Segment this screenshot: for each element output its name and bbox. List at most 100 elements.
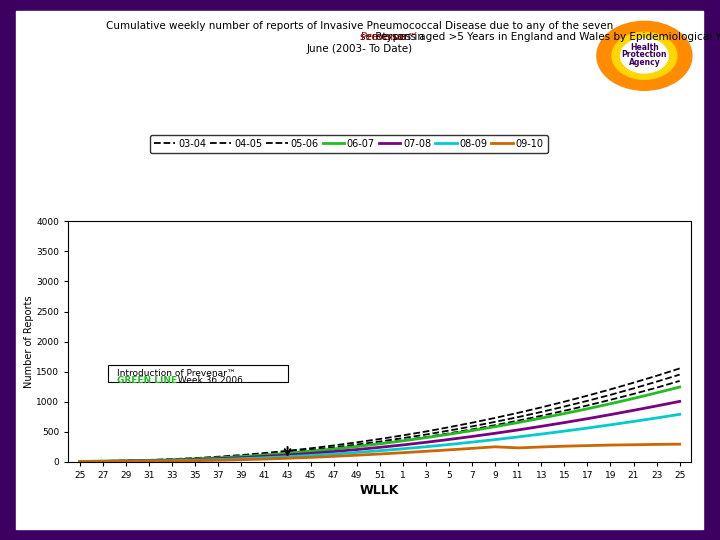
04-05: [168, 456, 176, 463]
07-08: [468, 433, 477, 440]
07-08: [306, 450, 315, 457]
05-06: [514, 409, 523, 416]
04-05: [237, 453, 246, 459]
Line: 05-06: 05-06: [80, 368, 680, 461]
Text: Agency: Agency: [629, 58, 660, 68]
07-08: [583, 415, 592, 422]
05-06: [283, 448, 292, 454]
08-09: [237, 455, 246, 462]
07-08: [491, 430, 500, 436]
09-10: [583, 442, 592, 449]
03-04: [468, 426, 477, 433]
07-08: [675, 398, 684, 404]
06-07: [514, 419, 523, 426]
07-08: [606, 411, 615, 418]
04-05: [191, 455, 199, 462]
03-04: [491, 422, 500, 428]
07-08: [122, 458, 130, 464]
06-07: [122, 457, 130, 464]
06-07: [168, 456, 176, 463]
09-10: [191, 457, 199, 464]
09-10: [468, 445, 477, 451]
FancyBboxPatch shape: [107, 365, 287, 382]
Y-axis label: Number of Reports: Number of Reports: [24, 295, 34, 388]
03-04: [537, 413, 546, 419]
09-10: [237, 456, 246, 463]
06-07: [376, 441, 384, 447]
Text: serotypes in: serotypes in: [359, 32, 427, 42]
Text: :  Persons aged >5 Years in England and Wales by Epidemiological Year: July-: : Persons aged >5 Years in England and W…: [361, 32, 720, 42]
05-06: [583, 393, 592, 399]
08-09: [122, 458, 130, 464]
08-09: [537, 431, 546, 437]
Line: 08-09: 08-09: [80, 414, 680, 462]
03-04: [399, 437, 408, 444]
08-09: [76, 458, 84, 465]
05-06: [491, 415, 500, 421]
05-06: [237, 452, 246, 458]
Circle shape: [621, 38, 668, 73]
04-05: [376, 438, 384, 445]
09-10: [445, 447, 454, 453]
05-06: [191, 455, 199, 461]
Line: 09-10: 09-10: [80, 444, 680, 462]
07-08: [168, 457, 176, 463]
04-05: [122, 457, 130, 464]
05-06: [352, 439, 361, 446]
04-05: [306, 447, 315, 453]
09-10: [629, 442, 638, 448]
03-04: [514, 417, 523, 424]
05-06: [214, 454, 222, 460]
05-06: [606, 386, 615, 393]
08-09: [514, 434, 523, 440]
09-10: [168, 458, 176, 464]
05-06: [445, 424, 454, 430]
06-07: [283, 450, 292, 456]
03-04: [283, 450, 292, 457]
07-08: [376, 444, 384, 450]
08-09: [422, 443, 431, 450]
07-08: [514, 427, 523, 433]
04-05: [145, 457, 153, 463]
04-05: [537, 409, 546, 415]
09-10: [122, 458, 130, 464]
03-04: [445, 430, 454, 436]
09-10: [376, 451, 384, 457]
08-09: [329, 451, 338, 457]
09-10: [652, 441, 661, 448]
04-05: [583, 397, 592, 404]
05-06: [76, 458, 84, 464]
06-07: [260, 452, 269, 458]
04-05: [422, 431, 431, 438]
03-04: [306, 448, 315, 455]
09-10: [352, 452, 361, 458]
04-05: [352, 441, 361, 448]
08-09: [491, 436, 500, 443]
05-06: [168, 456, 176, 462]
04-05: [76, 458, 84, 464]
08-09: [629, 418, 638, 424]
04-05: [491, 418, 500, 425]
08-09: [468, 439, 477, 446]
08-09: [99, 458, 107, 464]
03-04: [329, 446, 338, 453]
07-08: [214, 455, 222, 462]
05-06: [145, 457, 153, 463]
08-09: [583, 425, 592, 431]
03-04: [260, 452, 269, 458]
08-09: [352, 449, 361, 456]
04-05: [468, 423, 477, 430]
07-08: [629, 407, 638, 414]
07-08: [191, 456, 199, 463]
06-07: [306, 448, 315, 455]
07-08: [445, 436, 454, 443]
04-05: [399, 435, 408, 441]
06-07: [191, 456, 199, 462]
03-04: [352, 443, 361, 450]
04-05: [445, 427, 454, 434]
X-axis label: WLLK: WLLK: [360, 484, 400, 497]
03-04: [652, 384, 661, 391]
06-07: [214, 455, 222, 461]
03-04: [122, 458, 130, 464]
06-07: [99, 458, 107, 464]
